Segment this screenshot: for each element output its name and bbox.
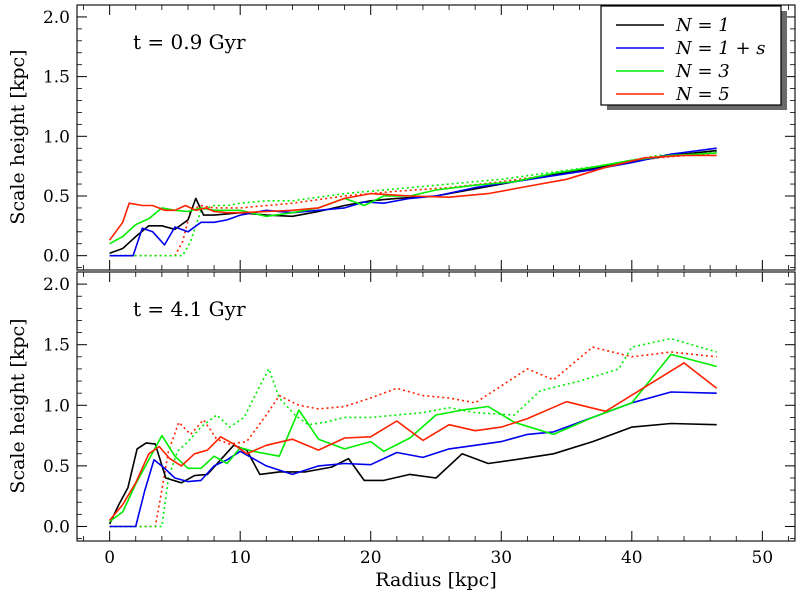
series-line-n-5-dotted [109,346,717,528]
series-bottom [108,337,718,528]
legend-label-n-3: N = 3 [675,61,730,82]
x-tick-label: 10 [229,548,251,568]
y-tick-label: 1.5 [43,68,70,88]
y-tick-label: 2.0 [43,275,70,295]
ticks-top: 0.0 0.5 1.0 1.5 2.0 [43,5,795,270]
y-axis-label-top: Scale height [kpc] [7,49,29,224]
x-tick-label: 30 [490,548,512,568]
y-tick-label: 1.0 [43,396,70,416]
x-tick-label: 0 [104,548,115,568]
series-line-n-1-s [109,391,717,528]
time-annotation-bottom: t = 4.1 Gyr [133,297,246,321]
legend-label-n-1: N = 1 [675,15,730,36]
y-tick-label: 0.5 [43,187,70,207]
legend-label-n-5: N = 5 [675,84,730,105]
x-tick-label: 20 [360,548,382,568]
y-axis-label-bottom: Scale height [kpc] [7,318,29,493]
y-tick-label: 1.5 [43,336,70,356]
legend-label-n-1-plus-s: N = 1 + s [675,38,766,59]
y-axis-label: Scale height [kpc] [7,49,29,224]
y-tick-label: 0.5 [43,457,70,477]
series-line-n-5 [108,362,718,521]
ticks-bottom: 0 10 20 30 40 50 0.0 0.5 1.0 1.5 2.0 [43,272,795,568]
series-line-n-5-dotted [109,152,717,257]
panel-bottom: t = 4.1 Gyr 0 10 20 30 40 50 0.0 0.5 1.0 1.5 2.0 S… [7,271,796,568]
y-tick-label: 2.0 [43,8,70,28]
y-tick-label: 0.0 [43,247,70,267]
x-tick-label: 50 [752,548,774,568]
legend: N = 1N = 1 + sN = 3N = 5 [600,5,787,110]
y-tick-label: 1.0 [43,127,70,147]
plot-frame-bottom [76,271,796,542]
series-line-n-3 [109,353,717,523]
y-tick-label: 0.0 [43,517,70,537]
y-axis-label: Scale height [kpc] [7,318,29,493]
legend-entries: N = 1N = 1 + sN = 3N = 5 [616,15,766,105]
series-top [108,147,717,257]
series-line-n-1 [109,149,717,255]
series-line-n-5 [108,154,717,241]
time-annotation-top: t = 0.9 Gyr [133,30,246,54]
legend-box [600,5,782,106]
x-axis-label: Radius [kpc] [375,569,496,591]
x-tick-label: 40 [621,548,643,568]
series-line-n-1 [108,422,717,525]
